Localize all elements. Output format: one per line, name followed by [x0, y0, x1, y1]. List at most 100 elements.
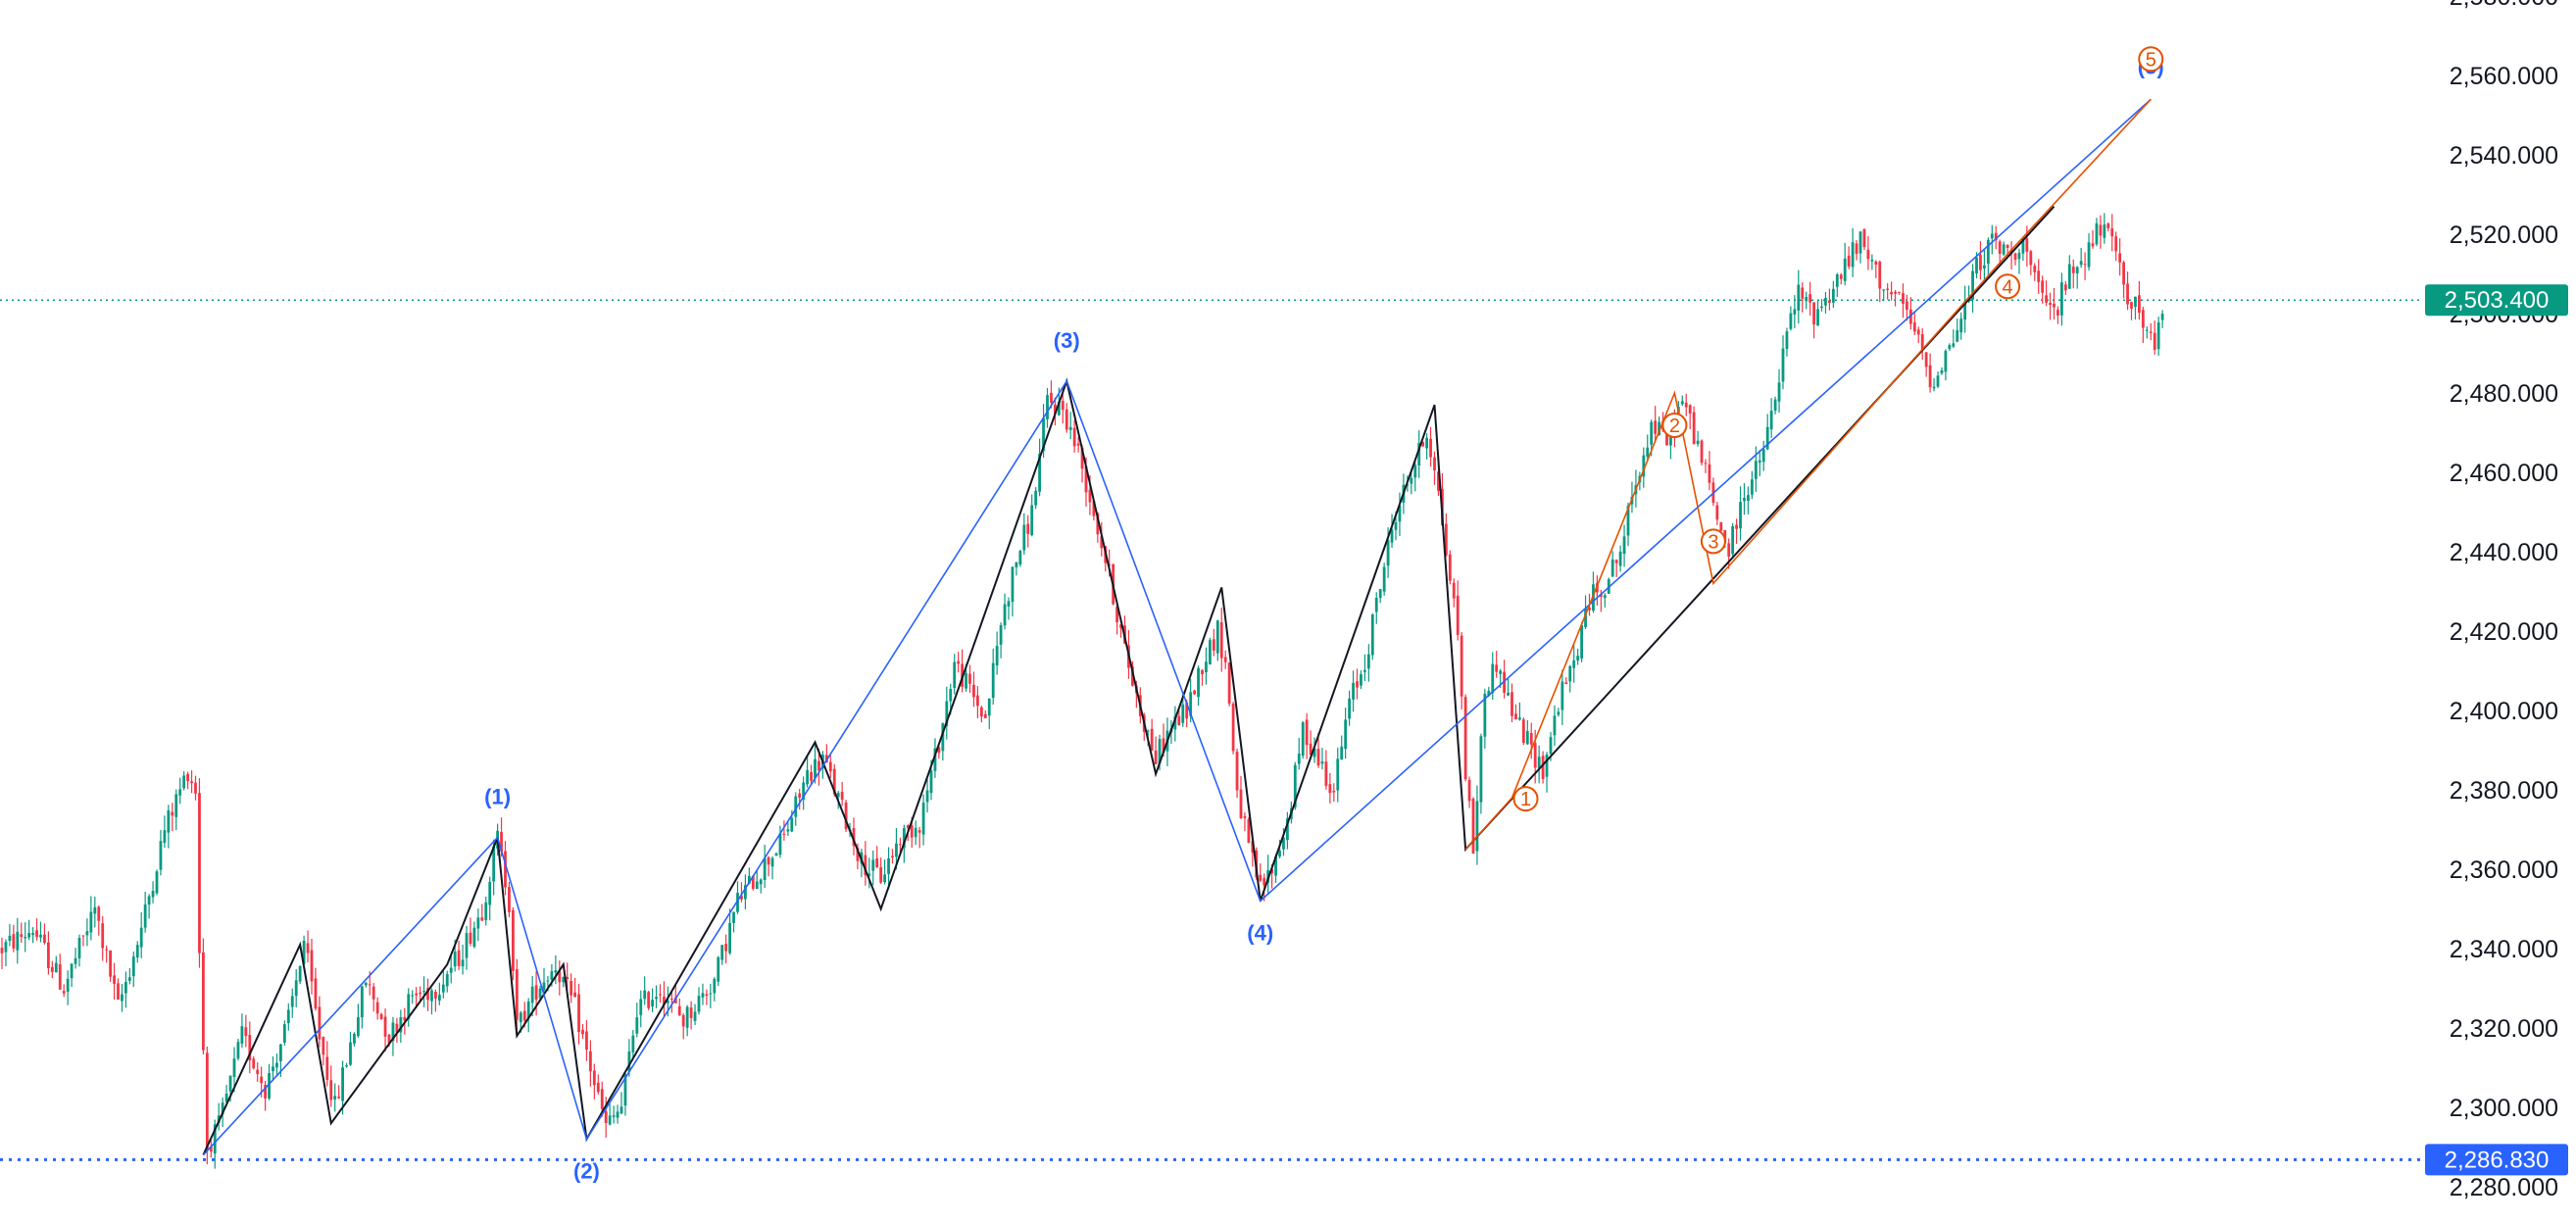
- candle-body: [713, 978, 717, 994]
- candle-body: [1324, 761, 1328, 786]
- price-tick-label: 2,360.000: [2450, 856, 2558, 884]
- candle-body: [2002, 244, 2006, 255]
- candle-body: [1704, 463, 1708, 465]
- candle-body: [1467, 779, 1471, 802]
- candle-body: [1034, 490, 1038, 506]
- candle-body: [840, 791, 844, 801]
- candle-body: [906, 825, 910, 829]
- candle-body: [236, 1042, 240, 1059]
- price-tick-label: 2,440.000: [2450, 539, 2558, 566]
- candle-body: [1072, 427, 1076, 447]
- candle-body: [445, 974, 449, 987]
- price-tick-label: 2,480.000: [2450, 380, 2558, 408]
- candle-body: [1263, 877, 1266, 886]
- candle-body: [194, 782, 197, 794]
- candle-body: [1193, 690, 1196, 695]
- candle-body: [1223, 657, 1227, 662]
- candle-body: [627, 1051, 631, 1072]
- price-tick-label: 2,460.000: [2450, 460, 2558, 487]
- candlestick-series: [0, 213, 2164, 1169]
- candle-body: [643, 990, 647, 1000]
- candle-body: [469, 932, 472, 944]
- candle-body: [635, 1017, 639, 1034]
- candle-body: [1956, 330, 1959, 342]
- candle-body: [794, 796, 798, 817]
- candle-body: [917, 830, 921, 833]
- candle-body: [1920, 333, 1924, 351]
- candle-body: [1507, 692, 1510, 696]
- candle-body: [619, 1106, 623, 1114]
- candle-body: [27, 933, 31, 938]
- candle-body: [395, 1023, 399, 1033]
- candle-body: [995, 646, 999, 665]
- candle-body: [282, 1024, 286, 1043]
- candle-body: [2021, 237, 2025, 254]
- candle-body: [883, 874, 886, 883]
- candle-body: [426, 988, 429, 1001]
- candle-body: [508, 887, 511, 912]
- candle-body: [256, 1069, 260, 1074]
- candle-body: [1471, 799, 1475, 855]
- candle-body: [929, 770, 933, 794]
- candle-body: [1131, 665, 1134, 686]
- candle-body: [685, 1006, 689, 1028]
- candle-body: [1433, 457, 1436, 471]
- candle-body: [240, 1026, 244, 1044]
- candle-body: [1483, 693, 1487, 737]
- candle-body: [1219, 622, 1223, 659]
- candle-body: [891, 856, 894, 858]
- candle-body: [585, 1031, 588, 1051]
- candle-body: [1912, 322, 1916, 332]
- candle-body: [2134, 296, 2137, 308]
- candle-body: [1444, 523, 1448, 556]
- candle-body: [1344, 719, 1348, 750]
- candle-body: [1282, 837, 1285, 850]
- minor-wave-marker: [1512, 786, 1539, 812]
- candle-body: [2017, 252, 2021, 260]
- candle-body: [1437, 471, 1440, 491]
- candle-body: [8, 935, 12, 942]
- candle-body: [836, 792, 840, 798]
- minor-wave-lines: [1464, 98, 2152, 851]
- candle-body: [1007, 601, 1011, 607]
- candle-body: [709, 993, 713, 995]
- candle-body: [2087, 242, 2091, 268]
- candle-body: [1902, 293, 1905, 304]
- candle-body: [182, 775, 186, 789]
- candle-body: [1808, 294, 1812, 303]
- candle-body: [1518, 717, 1521, 720]
- candle-body: [1092, 501, 1096, 516]
- candle-body: [500, 831, 503, 853]
- candle-body: [1243, 815, 1247, 818]
- candle-body: [294, 980, 298, 997]
- candle-body: [163, 830, 167, 843]
- candle-body: [12, 934, 16, 949]
- candle-body: [1781, 348, 1785, 382]
- candle-body: [949, 688, 953, 702]
- candle-body: [1115, 607, 1118, 622]
- candle-body: [1898, 291, 1901, 293]
- candle-body: [159, 841, 163, 870]
- candle-body: [337, 1097, 341, 1099]
- candle-body: [1824, 298, 1827, 306]
- candle-body: [2118, 253, 2122, 263]
- candle-body: [2029, 251, 2033, 266]
- candle-body: [97, 906, 101, 921]
- candle-body: [1948, 345, 1952, 350]
- candle-body: [677, 1005, 681, 1016]
- price-axis[interactable]: 2,580.0002,560.0002,540.0002,520.0002,50…: [2450, 0, 2558, 1201]
- candle-body: [372, 986, 375, 1000]
- candle-body: [542, 982, 546, 991]
- candle-body: [43, 934, 46, 944]
- candle-body: [1320, 761, 1324, 764]
- candle-body: [1684, 402, 1688, 408]
- candle-body: [430, 990, 433, 1002]
- candle-body: [1858, 231, 1862, 254]
- major-wave-label: (1): [484, 785, 511, 809]
- candle-body: [209, 1146, 213, 1152]
- major-wave-label: (3): [1054, 328, 1080, 353]
- candle-body: [1715, 505, 1719, 520]
- candle-body: [1313, 748, 1316, 758]
- candle-body: [1932, 386, 1936, 389]
